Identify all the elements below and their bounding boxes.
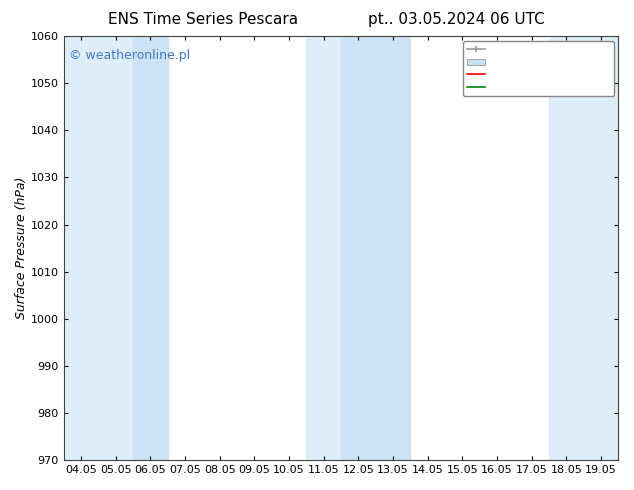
Bar: [64, 36, 133, 460]
Legend: min/max, Odchylenie standardowe, Ensemble mean run, Controll run: min/max, Odchylenie standardowe, Ensembl…: [463, 41, 614, 96]
Bar: [133, 36, 168, 460]
Text: pt.. 03.05.2024 06 UTC: pt.. 03.05.2024 06 UTC: [368, 12, 545, 27]
Text: ENS Time Series Pescara: ENS Time Series Pescara: [108, 12, 298, 27]
Bar: [341, 36, 410, 460]
Bar: [549, 36, 619, 460]
Text: © weatheronline.pl: © weatheronline.pl: [69, 49, 190, 62]
Y-axis label: Surface Pressure (hPa): Surface Pressure (hPa): [15, 177, 28, 319]
Bar: [306, 36, 341, 460]
